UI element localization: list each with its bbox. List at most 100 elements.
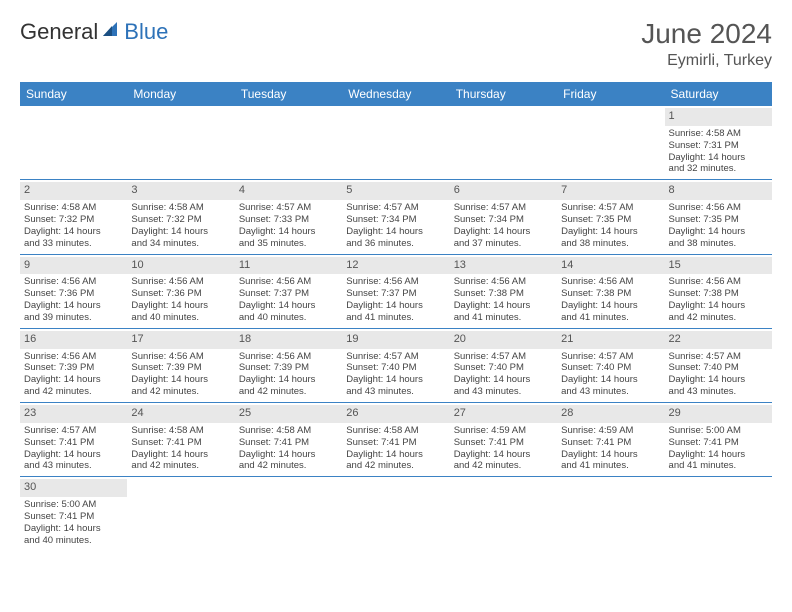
daylight-text-2: and 41 minutes.	[669, 460, 768, 472]
calendar-empty-cell	[557, 106, 664, 180]
daylight-text-2: and 33 minutes.	[24, 238, 123, 250]
location-subtitle: Eymirli, Turkey	[641, 52, 772, 70]
daylight-text-2: and 43 minutes.	[669, 386, 768, 398]
calendar-day-cell: 8Sunrise: 4:56 AMSunset: 7:35 PMDaylight…	[665, 180, 772, 254]
sunrise-text: Sunrise: 4:58 AM	[669, 128, 768, 140]
calendar-week-row: 2Sunrise: 4:58 AMSunset: 7:32 PMDaylight…	[20, 180, 772, 254]
sunrise-text: Sunrise: 4:56 AM	[24, 276, 123, 288]
calendar-day-cell: 21Sunrise: 4:57 AMSunset: 7:40 PMDayligh…	[557, 328, 664, 402]
calendar-day-cell: 6Sunrise: 4:57 AMSunset: 7:34 PMDaylight…	[450, 180, 557, 254]
calendar-day-cell: 20Sunrise: 4:57 AMSunset: 7:40 PMDayligh…	[450, 328, 557, 402]
sunrise-text: Sunrise: 4:58 AM	[239, 425, 338, 437]
daylight-text-2: and 34 minutes.	[131, 238, 230, 250]
sunrise-text: Sunrise: 4:56 AM	[346, 276, 445, 288]
calendar-empty-cell	[127, 106, 234, 180]
daylight-text-2: and 41 minutes.	[346, 312, 445, 324]
sunrise-text: Sunrise: 4:57 AM	[239, 202, 338, 214]
day-number: 19	[342, 331, 449, 349]
day-number: 20	[450, 331, 557, 349]
calendar-day-cell: 22Sunrise: 4:57 AMSunset: 7:40 PMDayligh…	[665, 328, 772, 402]
logo-text-general: General	[20, 19, 98, 45]
day-number: 9	[20, 257, 127, 275]
day-number: 23	[20, 405, 127, 423]
daylight-text-2: and 32 minutes.	[669, 163, 768, 175]
day-number: 5	[342, 182, 449, 200]
daylight-text: Daylight: 14 hours	[669, 226, 768, 238]
daylight-text: Daylight: 14 hours	[561, 374, 660, 386]
daylight-text: Daylight: 14 hours	[561, 226, 660, 238]
calendar-day-cell: 26Sunrise: 4:58 AMSunset: 7:41 PMDayligh…	[342, 403, 449, 477]
calendar-empty-cell	[450, 477, 557, 551]
sunrise-text: Sunrise: 4:56 AM	[561, 276, 660, 288]
sunset-text: Sunset: 7:41 PM	[24, 511, 123, 523]
page-header: General Blue June 2024 Eymirli, Turkey	[20, 18, 772, 70]
daylight-text: Daylight: 14 hours	[24, 374, 123, 386]
sunset-text: Sunset: 7:35 PM	[561, 214, 660, 226]
daylight-text: Daylight: 14 hours	[346, 300, 445, 312]
sunrise-text: Sunrise: 4:59 AM	[454, 425, 553, 437]
sunrise-text: Sunrise: 4:56 AM	[131, 351, 230, 363]
calendar-day-cell: 15Sunrise: 4:56 AMSunset: 7:38 PMDayligh…	[665, 254, 772, 328]
sunset-text: Sunset: 7:39 PM	[239, 362, 338, 374]
day-number: 3	[127, 182, 234, 200]
sunset-text: Sunset: 7:32 PM	[131, 214, 230, 226]
day-number: 13	[450, 257, 557, 275]
calendar-day-cell: 23Sunrise: 4:57 AMSunset: 7:41 PMDayligh…	[20, 403, 127, 477]
calendar-day-cell: 1Sunrise: 4:58 AMSunset: 7:31 PMDaylight…	[665, 106, 772, 180]
sunrise-text: Sunrise: 4:58 AM	[131, 425, 230, 437]
day-number: 28	[557, 405, 664, 423]
daylight-text-2: and 41 minutes.	[454, 312, 553, 324]
daylight-text-2: and 41 minutes.	[561, 460, 660, 472]
sunset-text: Sunset: 7:41 PM	[346, 437, 445, 449]
calendar-day-cell: 29Sunrise: 5:00 AMSunset: 7:41 PMDayligh…	[665, 403, 772, 477]
daylight-text: Daylight: 14 hours	[669, 374, 768, 386]
daylight-text: Daylight: 14 hours	[561, 449, 660, 461]
daylight-text-2: and 38 minutes.	[669, 238, 768, 250]
daylight-text: Daylight: 14 hours	[239, 300, 338, 312]
sunset-text: Sunset: 7:41 PM	[24, 437, 123, 449]
sunrise-text: Sunrise: 4:57 AM	[669, 351, 768, 363]
weekday-header: SundayMondayTuesdayWednesdayThursdayFrid…	[20, 82, 772, 106]
day-number: 25	[235, 405, 342, 423]
day-number: 27	[450, 405, 557, 423]
day-number: 6	[450, 182, 557, 200]
daylight-text-2: and 41 minutes.	[561, 312, 660, 324]
daylight-text-2: and 43 minutes.	[24, 460, 123, 472]
calendar-empty-cell	[450, 106, 557, 180]
daylight-text: Daylight: 14 hours	[561, 300, 660, 312]
daylight-text-2: and 43 minutes.	[561, 386, 660, 398]
calendar-day-cell: 24Sunrise: 4:58 AMSunset: 7:41 PMDayligh…	[127, 403, 234, 477]
sunset-text: Sunset: 7:35 PM	[669, 214, 768, 226]
daylight-text-2: and 43 minutes.	[346, 386, 445, 398]
sunset-text: Sunset: 7:33 PM	[239, 214, 338, 226]
sunset-text: Sunset: 7:40 PM	[346, 362, 445, 374]
sunset-text: Sunset: 7:40 PM	[669, 362, 768, 374]
calendar-day-cell: 30Sunrise: 5:00 AMSunset: 7:41 PMDayligh…	[20, 477, 127, 551]
daylight-text: Daylight: 14 hours	[454, 226, 553, 238]
calendar-empty-cell	[665, 477, 772, 551]
sunset-text: Sunset: 7:41 PM	[131, 437, 230, 449]
day-number: 18	[235, 331, 342, 349]
brand-logo: General Blue	[20, 18, 168, 45]
sunrise-text: Sunrise: 4:58 AM	[131, 202, 230, 214]
daylight-text: Daylight: 14 hours	[24, 300, 123, 312]
daylight-text: Daylight: 14 hours	[669, 152, 768, 164]
calendar-empty-cell	[235, 477, 342, 551]
sunrise-text: Sunrise: 5:00 AM	[24, 499, 123, 511]
weekday-header-cell: Wednesday	[342, 82, 449, 106]
calendar-day-cell: 25Sunrise: 4:58 AMSunset: 7:41 PMDayligh…	[235, 403, 342, 477]
calendar-day-cell: 17Sunrise: 4:56 AMSunset: 7:39 PMDayligh…	[127, 328, 234, 402]
day-number: 24	[127, 405, 234, 423]
calendar-day-cell: 13Sunrise: 4:56 AMSunset: 7:38 PMDayligh…	[450, 254, 557, 328]
calendar-body: 1Sunrise: 4:58 AMSunset: 7:31 PMDaylight…	[20, 106, 772, 551]
calendar-day-cell: 28Sunrise: 4:59 AMSunset: 7:41 PMDayligh…	[557, 403, 664, 477]
calendar-empty-cell	[127, 477, 234, 551]
sunset-text: Sunset: 7:37 PM	[346, 288, 445, 300]
calendar-table: SundayMondayTuesdayWednesdayThursdayFrid…	[20, 82, 772, 551]
title-block: June 2024 Eymirli, Turkey	[641, 18, 772, 70]
sunrise-text: Sunrise: 4:56 AM	[669, 276, 768, 288]
day-number: 11	[235, 257, 342, 275]
sail-icon	[100, 18, 122, 45]
daylight-text: Daylight: 14 hours	[454, 374, 553, 386]
sunrise-text: Sunrise: 4:57 AM	[561, 351, 660, 363]
